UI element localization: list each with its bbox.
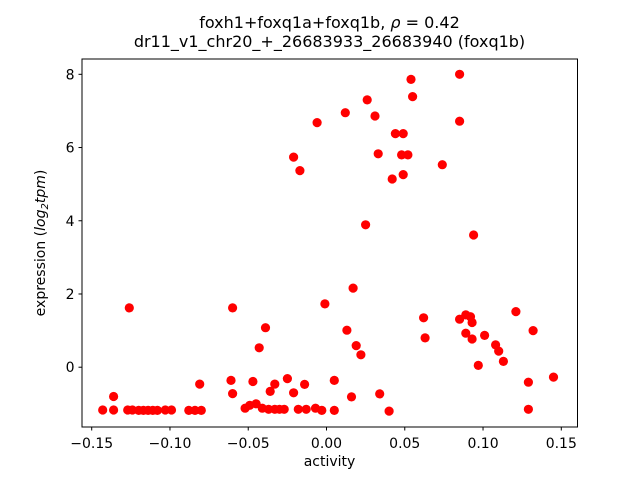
x-tick-label: 0.00 <box>311 436 342 452</box>
data-point <box>498 356 508 366</box>
data-point <box>265 386 275 396</box>
axes-frame <box>81 58 578 428</box>
data-point <box>279 404 289 414</box>
data-point <box>109 405 119 415</box>
data-point <box>390 129 400 139</box>
data-point <box>226 375 236 385</box>
x-tick-label: −0.05 <box>227 436 270 452</box>
y-tick-label: 6 <box>66 141 75 157</box>
chart-subtitle: dr11_v1_chr20_+_26683933_26683940 (foxq1… <box>134 32 525 52</box>
y-tick-label: 2 <box>66 287 75 303</box>
data-point <box>124 303 134 313</box>
data-point <box>420 333 430 343</box>
data-point <box>494 346 504 356</box>
data-point <box>461 328 471 338</box>
data-point <box>196 405 206 415</box>
data-point <box>406 74 416 84</box>
data-point <box>473 360 483 370</box>
data-point <box>384 406 394 416</box>
data-point <box>480 330 490 340</box>
data-point <box>329 375 339 385</box>
data-point <box>548 372 559 382</box>
data-point <box>293 404 303 414</box>
data-point <box>351 341 361 351</box>
data-point <box>270 379 280 389</box>
data-point <box>312 118 322 128</box>
data-point <box>455 314 465 324</box>
x-tick-label: 0.05 <box>389 436 420 452</box>
data-point <box>397 150 407 160</box>
x-tick-label: 0.10 <box>467 436 498 452</box>
data-point <box>437 160 447 170</box>
data-point <box>301 404 311 414</box>
data-point <box>109 391 119 402</box>
data-point <box>289 152 299 162</box>
data-point <box>166 405 177 415</box>
data-point <box>375 389 385 399</box>
data-point <box>300 379 310 389</box>
y-tick-label: 4 <box>66 214 75 230</box>
data-point <box>469 230 479 240</box>
data-point <box>408 92 418 102</box>
data-point <box>467 334 477 344</box>
data-point <box>361 220 371 230</box>
chart-title: foxh1+foxq1a+foxq1b, ρ = 0.42 <box>199 13 460 32</box>
data-point <box>190 405 200 415</box>
x-tick-label: −0.15 <box>70 436 113 452</box>
data-point <box>228 303 238 313</box>
data-point <box>340 108 350 118</box>
x-axis-ticks: −0.15 −0.10 −0.05 0.00 0.05 0.10 0.15 <box>70 427 577 452</box>
data-point <box>228 389 238 399</box>
data-point <box>348 283 358 293</box>
data-point <box>398 129 408 139</box>
data-point <box>523 377 534 387</box>
data-point <box>289 388 299 398</box>
data-point <box>455 69 465 79</box>
x-tick-label: −0.10 <box>149 436 192 452</box>
y-axis-ticks: 0 2 4 6 8 <box>66 67 82 376</box>
data-point <box>403 150 413 160</box>
data-point <box>320 299 330 309</box>
data-point <box>342 325 352 335</box>
x-tick-label: 0.15 <box>546 436 577 452</box>
x-axis-label: activity <box>304 454 356 470</box>
data-point <box>467 317 477 328</box>
data-point <box>295 166 305 176</box>
y-axis-label: expression (log2tpm) <box>33 170 51 317</box>
scatter-points <box>98 69 559 416</box>
data-point <box>528 326 538 336</box>
data-point <box>317 405 327 415</box>
data-point <box>254 343 264 353</box>
data-point <box>329 405 339 415</box>
data-point <box>387 174 397 184</box>
data-point <box>455 116 465 126</box>
y-tick-label: 0 <box>66 360 75 376</box>
data-point <box>511 307 521 317</box>
data-point <box>152 405 162 415</box>
data-point <box>356 350 366 360</box>
data-point <box>195 379 205 389</box>
data-point <box>398 170 408 180</box>
data-point <box>282 374 292 384</box>
data-point <box>260 323 271 333</box>
data-point <box>98 405 108 415</box>
data-point <box>248 376 258 387</box>
data-point <box>419 313 429 323</box>
data-point <box>370 111 380 121</box>
data-point <box>362 95 372 105</box>
data-point <box>346 392 357 402</box>
data-point <box>373 149 383 159</box>
y-tick-label: 8 <box>66 67 75 83</box>
data-point <box>523 404 534 414</box>
